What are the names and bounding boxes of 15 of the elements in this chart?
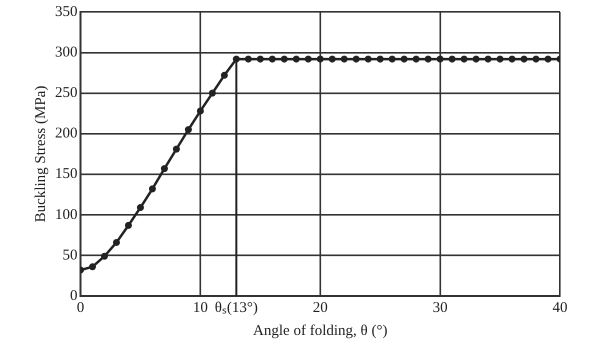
y-tick-label: 0 xyxy=(70,288,78,304)
y-tick-label: 150 xyxy=(55,166,78,182)
x-tick-label: 20 xyxy=(312,300,328,316)
y-tick-label: 200 xyxy=(55,126,78,142)
y-axis-title: Buckling Stress (MPa) xyxy=(32,86,49,222)
x-tick-label: 40 xyxy=(552,300,568,316)
y-tick-label: 50 xyxy=(62,247,78,264)
y-tick-label: 100 xyxy=(55,206,78,223)
y-tick-label: 350 xyxy=(55,4,78,20)
x-tick-label: 10 xyxy=(192,300,208,316)
y-tick-label: 300 xyxy=(55,44,78,61)
x-tick-label: θₛ(13°) xyxy=(214,300,258,316)
y-tick-label: 250 xyxy=(55,85,78,102)
x-axis-title: Angle of folding, θ (°) xyxy=(253,322,388,339)
x-tick-label: 30 xyxy=(432,300,448,316)
